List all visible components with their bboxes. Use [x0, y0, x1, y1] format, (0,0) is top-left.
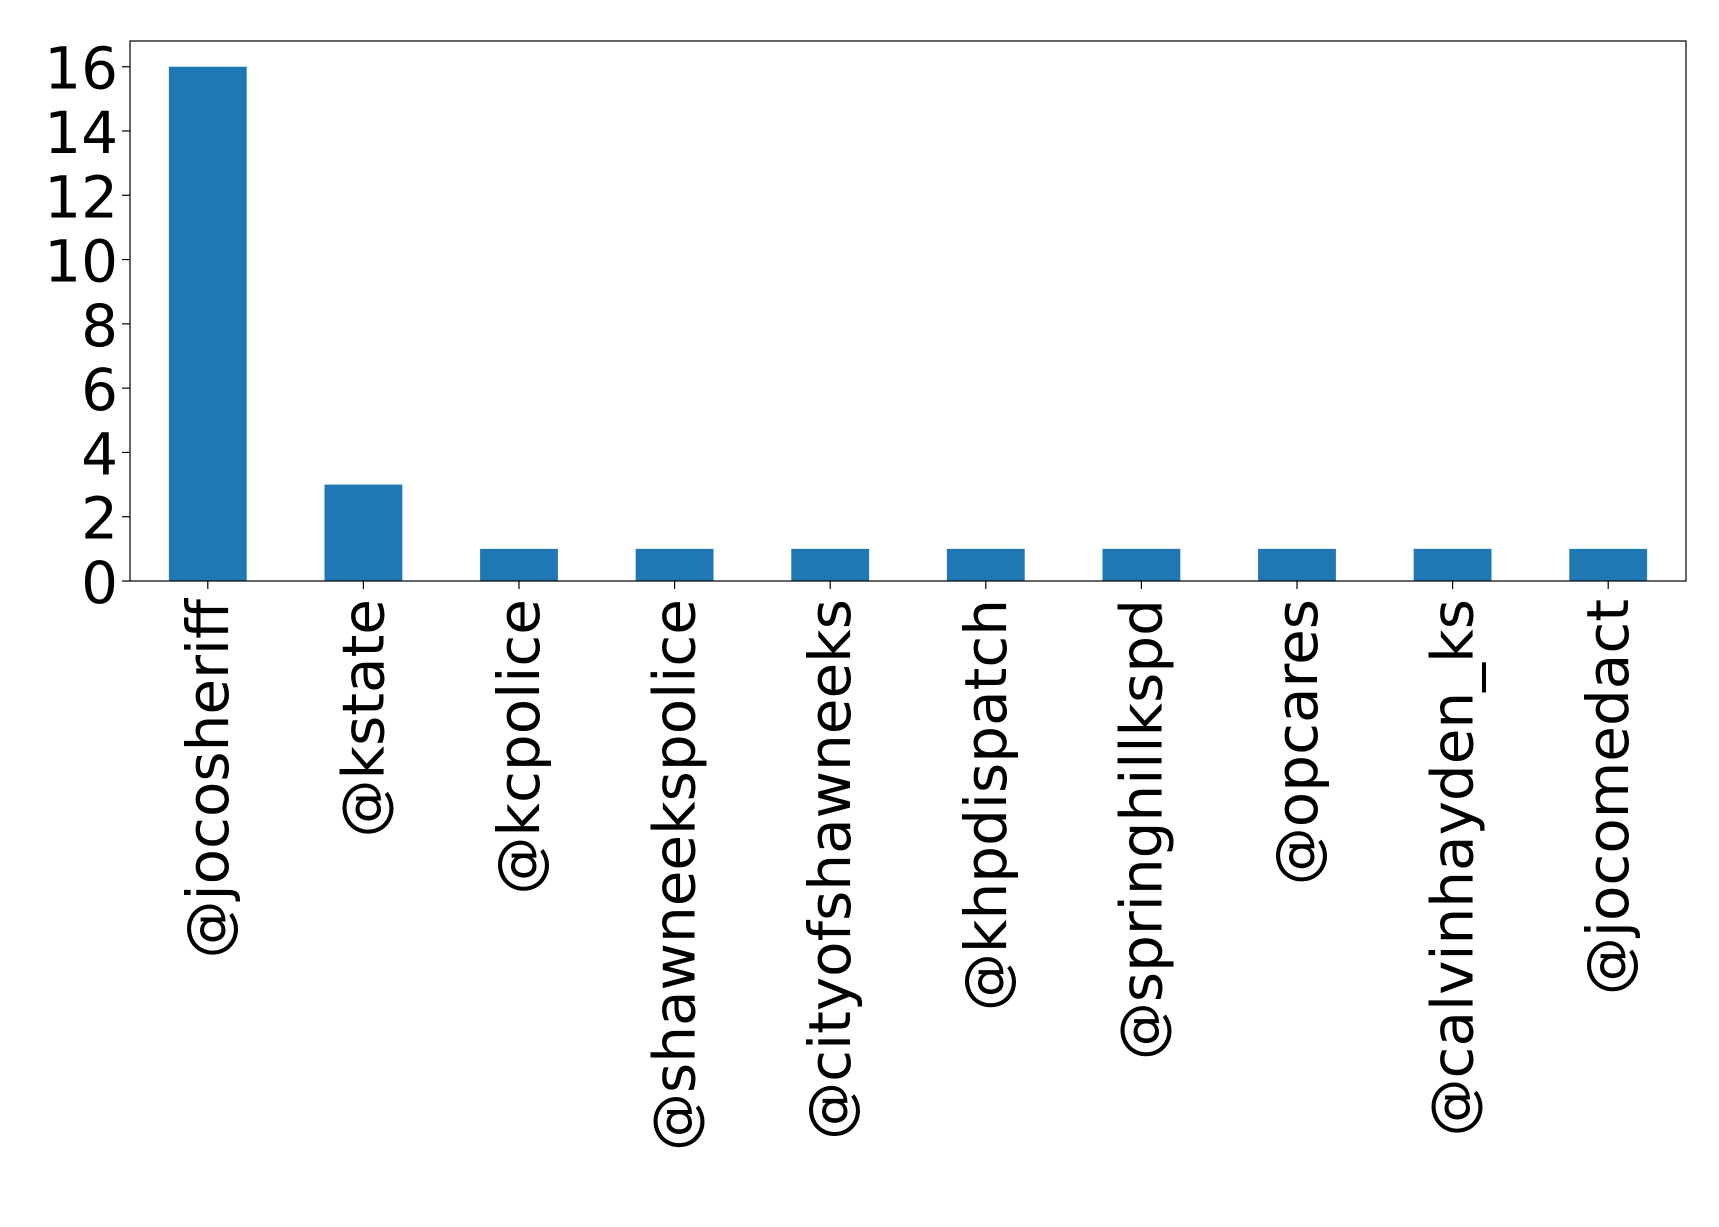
x-tick-label: @kcpolice	[485, 599, 553, 895]
y-tick-label: 6	[81, 356, 118, 424]
bar-cityofshawneeks	[791, 548, 870, 581]
bar-springhillkspd	[1102, 548, 1181, 581]
y-tick-label: 14	[44, 99, 118, 167]
x-tick-label: @khpdispatch	[952, 599, 1020, 1011]
x-axis: @jocosheriff @kstate @kcpolice @shawneekspo…	[174, 581, 1642, 1151]
bar-kstate	[324, 484, 403, 581]
y-tick-label: 16	[44, 35, 118, 103]
bar-shawneekspolice	[635, 548, 714, 581]
x-tick-label: @calvinhayden_ks	[1419, 599, 1487, 1136]
bars-layer	[168, 66, 1648, 581]
bar-kcpolice	[480, 548, 558, 581]
x-tick-label: @jocomedact	[1574, 599, 1642, 995]
x-tick-label: @cityofshawneeks	[796, 599, 864, 1140]
bar-opcares	[1258, 548, 1336, 581]
bar-jocomedact	[1569, 548, 1648, 581]
y-tick-label: 12	[44, 163, 118, 231]
x-tick-label: @jocosheriff	[174, 597, 242, 959]
x-tick-label: @opcares	[1263, 599, 1331, 885]
x-tick-label: @shawneekspolice	[641, 599, 709, 1151]
bar-calvinhaydenks	[1413, 548, 1492, 581]
y-tick-label: 0	[81, 549, 118, 617]
bar-jocosheriff	[168, 66, 247, 581]
bar-khpdispatch	[946, 548, 1025, 581]
y-tick-label: 4	[81, 420, 118, 488]
x-tick-label: @springhillkspd	[1107, 599, 1175, 1060]
plot-area-frame	[129, 40, 1687, 582]
y-tick-label: 8	[81, 292, 118, 360]
y-tick-label: 2	[81, 485, 118, 553]
x-tick-label: @kstate	[329, 599, 397, 838]
y-tick-label: 10	[44, 228, 118, 296]
